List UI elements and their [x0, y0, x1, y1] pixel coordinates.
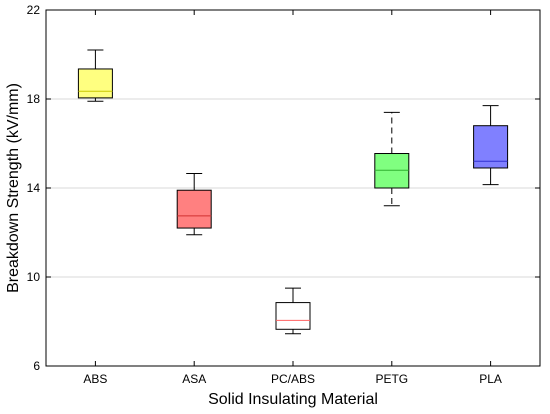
x-tick-label: ASA [182, 372, 206, 386]
grid-layer [46, 98, 540, 278]
box-pla [473, 105, 509, 186]
box-abs [77, 49, 113, 102]
x-tick-label: PC/ABS [271, 372, 315, 386]
box-iqr [275, 302, 311, 330]
x-tick-label: ABS [83, 372, 107, 386]
y-tick-label: 14 [27, 181, 41, 195]
y-tick-label: 18 [27, 92, 41, 106]
x-tick-label: PETG [375, 372, 408, 386]
box-pc-abs [275, 287, 311, 335]
y-tick-label: 6 [33, 359, 40, 373]
box-petg [374, 111, 410, 207]
box-layer [77, 49, 509, 335]
box-iqr [374, 153, 410, 189]
y-tick-label: 10 [27, 270, 41, 284]
box-iqr [176, 189, 212, 229]
box-iqr [77, 68, 113, 99]
y-tick-label: 22 [27, 3, 41, 17]
x-tick-label: PLA [479, 372, 502, 386]
y-axis-label: Breakdown Strength (kV/mm) [5, 83, 22, 293]
tick-layer: 6 10 14 18 22 ABS ASA PC/ABS PETG PLA [27, 3, 540, 386]
x-axis-label: Solid Insulating Material [208, 391, 378, 408]
box-asa [176, 173, 212, 236]
